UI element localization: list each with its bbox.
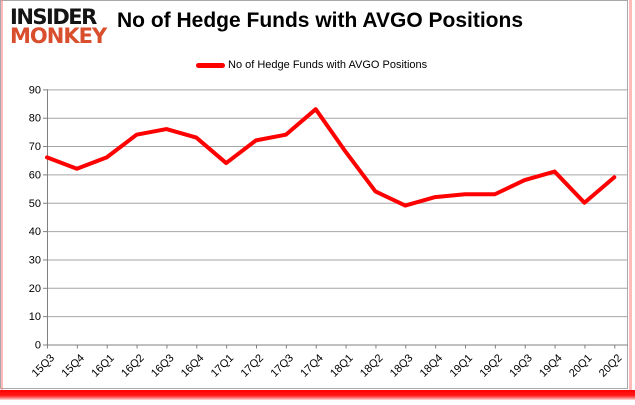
svg-text:70: 70 [29,141,41,153]
svg-text:20: 20 [29,283,41,295]
svg-text:16Q4: 16Q4 [179,352,207,380]
y-axis-labels: 0 10 20 30 40 50 60 70 80 90 [29,84,41,351]
logo-word-insider: INSIDER [10,5,97,29]
svg-text:17Q3: 17Q3 [268,352,296,380]
svg-text:16Q1: 16Q1 [89,352,117,380]
svg-text:18Q1: 18Q1 [328,352,356,380]
legend-series-label: No of Hedge Funds with AVGO Positions [228,59,428,71]
svg-text:18Q4: 18Q4 [418,352,446,380]
chart-area: INSIDER MONKEY No of Hedge Funds with AV… [0,0,628,389]
svg-text:40: 40 [29,226,41,238]
series-line [45,107,617,208]
insider-monkey-logo: INSIDER MONKEY [10,5,107,49]
svg-text:19Q1: 19Q1 [448,352,476,380]
svg-text:80: 80 [29,113,41,125]
axes [43,89,628,349]
svg-text:16Q2: 16Q2 [119,352,147,380]
svg-text:60: 60 [29,169,41,181]
chart-legend: No of Hedge Funds with AVGO Positions [196,59,427,71]
svg-text:17Q4: 17Q4 [298,352,326,380]
legend-line-marker-icon [196,62,225,68]
chart-title: No of Hedge Funds with AVGO Positions [117,9,523,32]
svg-text:18Q2: 18Q2 [358,352,386,380]
svg-text:90: 90 [29,84,41,96]
red-bottom-bar [0,390,635,400]
svg-text:19Q3: 19Q3 [507,352,535,380]
svg-text:17Q1: 17Q1 [209,352,237,380]
svg-text:50: 50 [29,198,41,210]
svg-text:20Q2: 20Q2 [597,352,625,380]
svg-text:19Q4: 19Q4 [537,352,565,380]
svg-text:10: 10 [29,311,41,323]
svg-text:30: 30 [29,254,41,266]
svg-text:17Q2: 17Q2 [239,352,267,380]
x-axis-labels: 15Q3 15Q4 16Q1 16Q2 16Q3 16Q4 17Q1 17Q2 17Q3 17Q4… [30,352,625,380]
svg-text:15Q3: 15Q3 [30,352,58,380]
svg-text:19Q2: 19Q2 [477,352,505,380]
svg-text:16Q3: 16Q3 [149,352,177,380]
svg-text:20Q1: 20Q1 [567,352,595,380]
svg-text:0: 0 [35,340,41,352]
svg-text:18Q3: 18Q3 [388,352,416,380]
svg-text:15Q4: 15Q4 [59,352,87,380]
gridlines [47,89,628,318]
logo-word-monkey: MONKEY [10,24,107,49]
